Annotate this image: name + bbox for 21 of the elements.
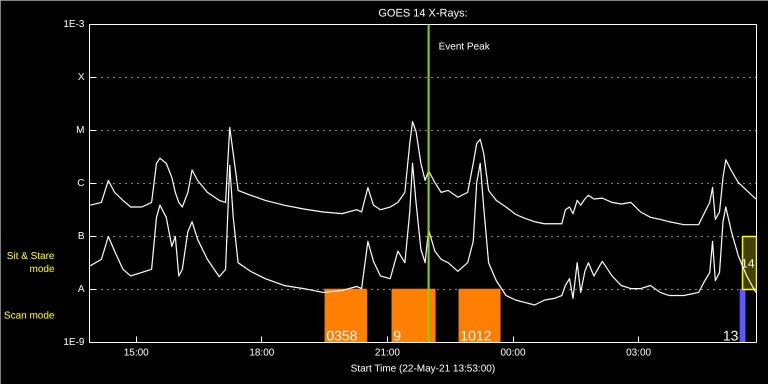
y-tick-label: A <box>78 284 85 295</box>
x-axis-title: Start Time (22-May-21 13:53:00) <box>350 364 496 374</box>
y-tick-label: 1E-9 <box>63 337 85 348</box>
band-label: 13 <box>722 328 739 344</box>
y-tick-label: X <box>78 72 85 83</box>
x-tick-label: 18:00 <box>249 348 275 358</box>
x-tick-label: 00:00 <box>500 348 526 358</box>
y-tick-label: 1E-3 <box>63 19 85 30</box>
x-tick-label: 21:00 <box>374 348 400 358</box>
band-label: 0358 <box>326 328 358 344</box>
x-tick-label: 03:00 <box>626 348 652 358</box>
y-tick-label: B <box>78 231 85 242</box>
text: Scan mode <box>4 310 55 322</box>
band-label: 9 <box>393 328 402 344</box>
band-label: 1012 <box>460 328 492 344</box>
x-tick-label: 15:00 <box>124 348 150 358</box>
y-tick-label: C <box>77 178 85 189</box>
ref-line-label: Event Peak <box>438 42 491 52</box>
text: Sit & Stare mode <box>6 250 55 276</box>
y-tick-label: M <box>76 125 85 136</box>
chart-title: GOES 14 X-Rays: <box>378 8 468 20</box>
